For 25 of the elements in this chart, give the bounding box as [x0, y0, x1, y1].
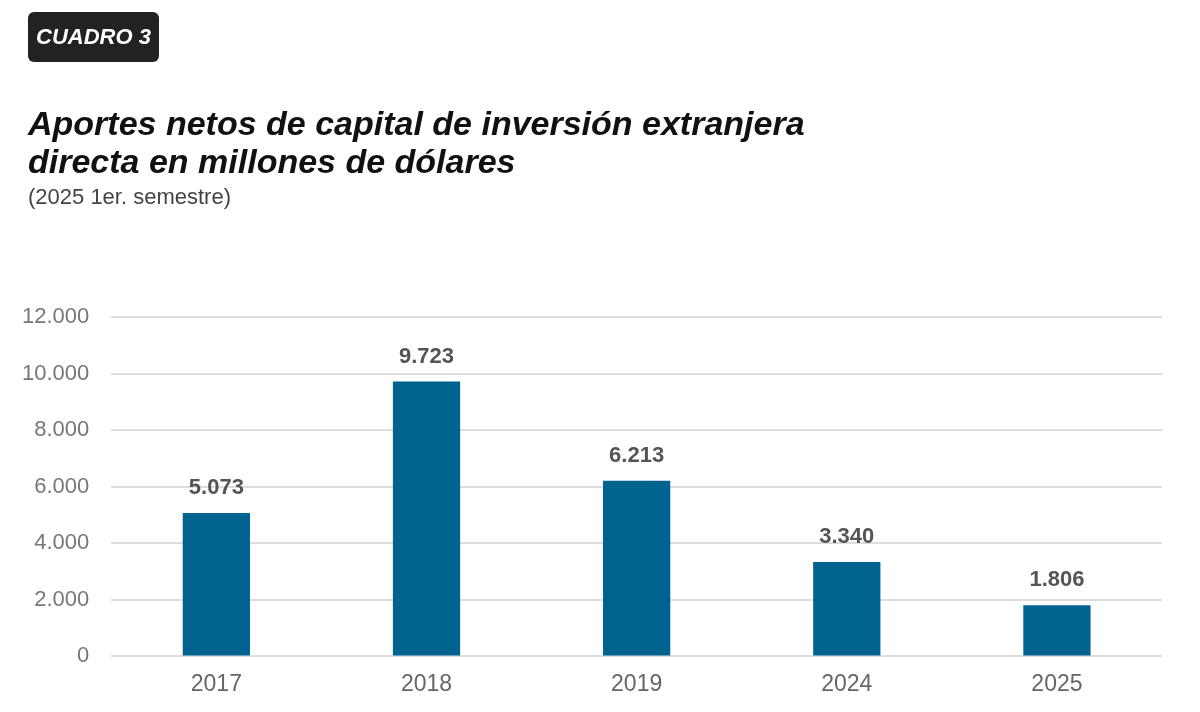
y-tick-label: 10.000: [21, 359, 90, 385]
text: CUADRO 3: [28, 12, 159, 62]
chart-subtitle: (2025 1er. semestre): [28, 184, 231, 210]
y-tick-label: 4.000: [34, 529, 90, 555]
x-tick-label: 2025: [1031, 669, 1083, 696]
bar: [603, 480, 671, 656]
bar: [1023, 605, 1091, 656]
y-tick-label: 8.000: [34, 416, 90, 442]
bar: [182, 513, 250, 656]
y-tick-label: 2.000: [34, 585, 90, 611]
y-tick-label: 0: [77, 642, 90, 668]
data-label: 6.213: [609, 441, 665, 467]
data-label: 5.073: [188, 474, 244, 500]
y-tick-label: 12.000: [21, 303, 90, 329]
y-tick-label: 6.000: [34, 472, 90, 498]
data-label: 3.340: [819, 523, 875, 549]
data-label: 1.806: [1029, 566, 1085, 592]
chart-title: Aportes netos de capital de inversión extranjera directa en millones de dólares: [28, 104, 806, 180]
x-tick-label: 2017: [190, 669, 242, 696]
bar: [392, 381, 461, 656]
bar: [813, 561, 881, 656]
x-tick-label: 2018: [400, 669, 453, 696]
x-tick-label: 2024: [821, 669, 873, 696]
x-tick-label: 2019: [611, 669, 663, 696]
data-label: 9.723: [398, 342, 455, 368]
